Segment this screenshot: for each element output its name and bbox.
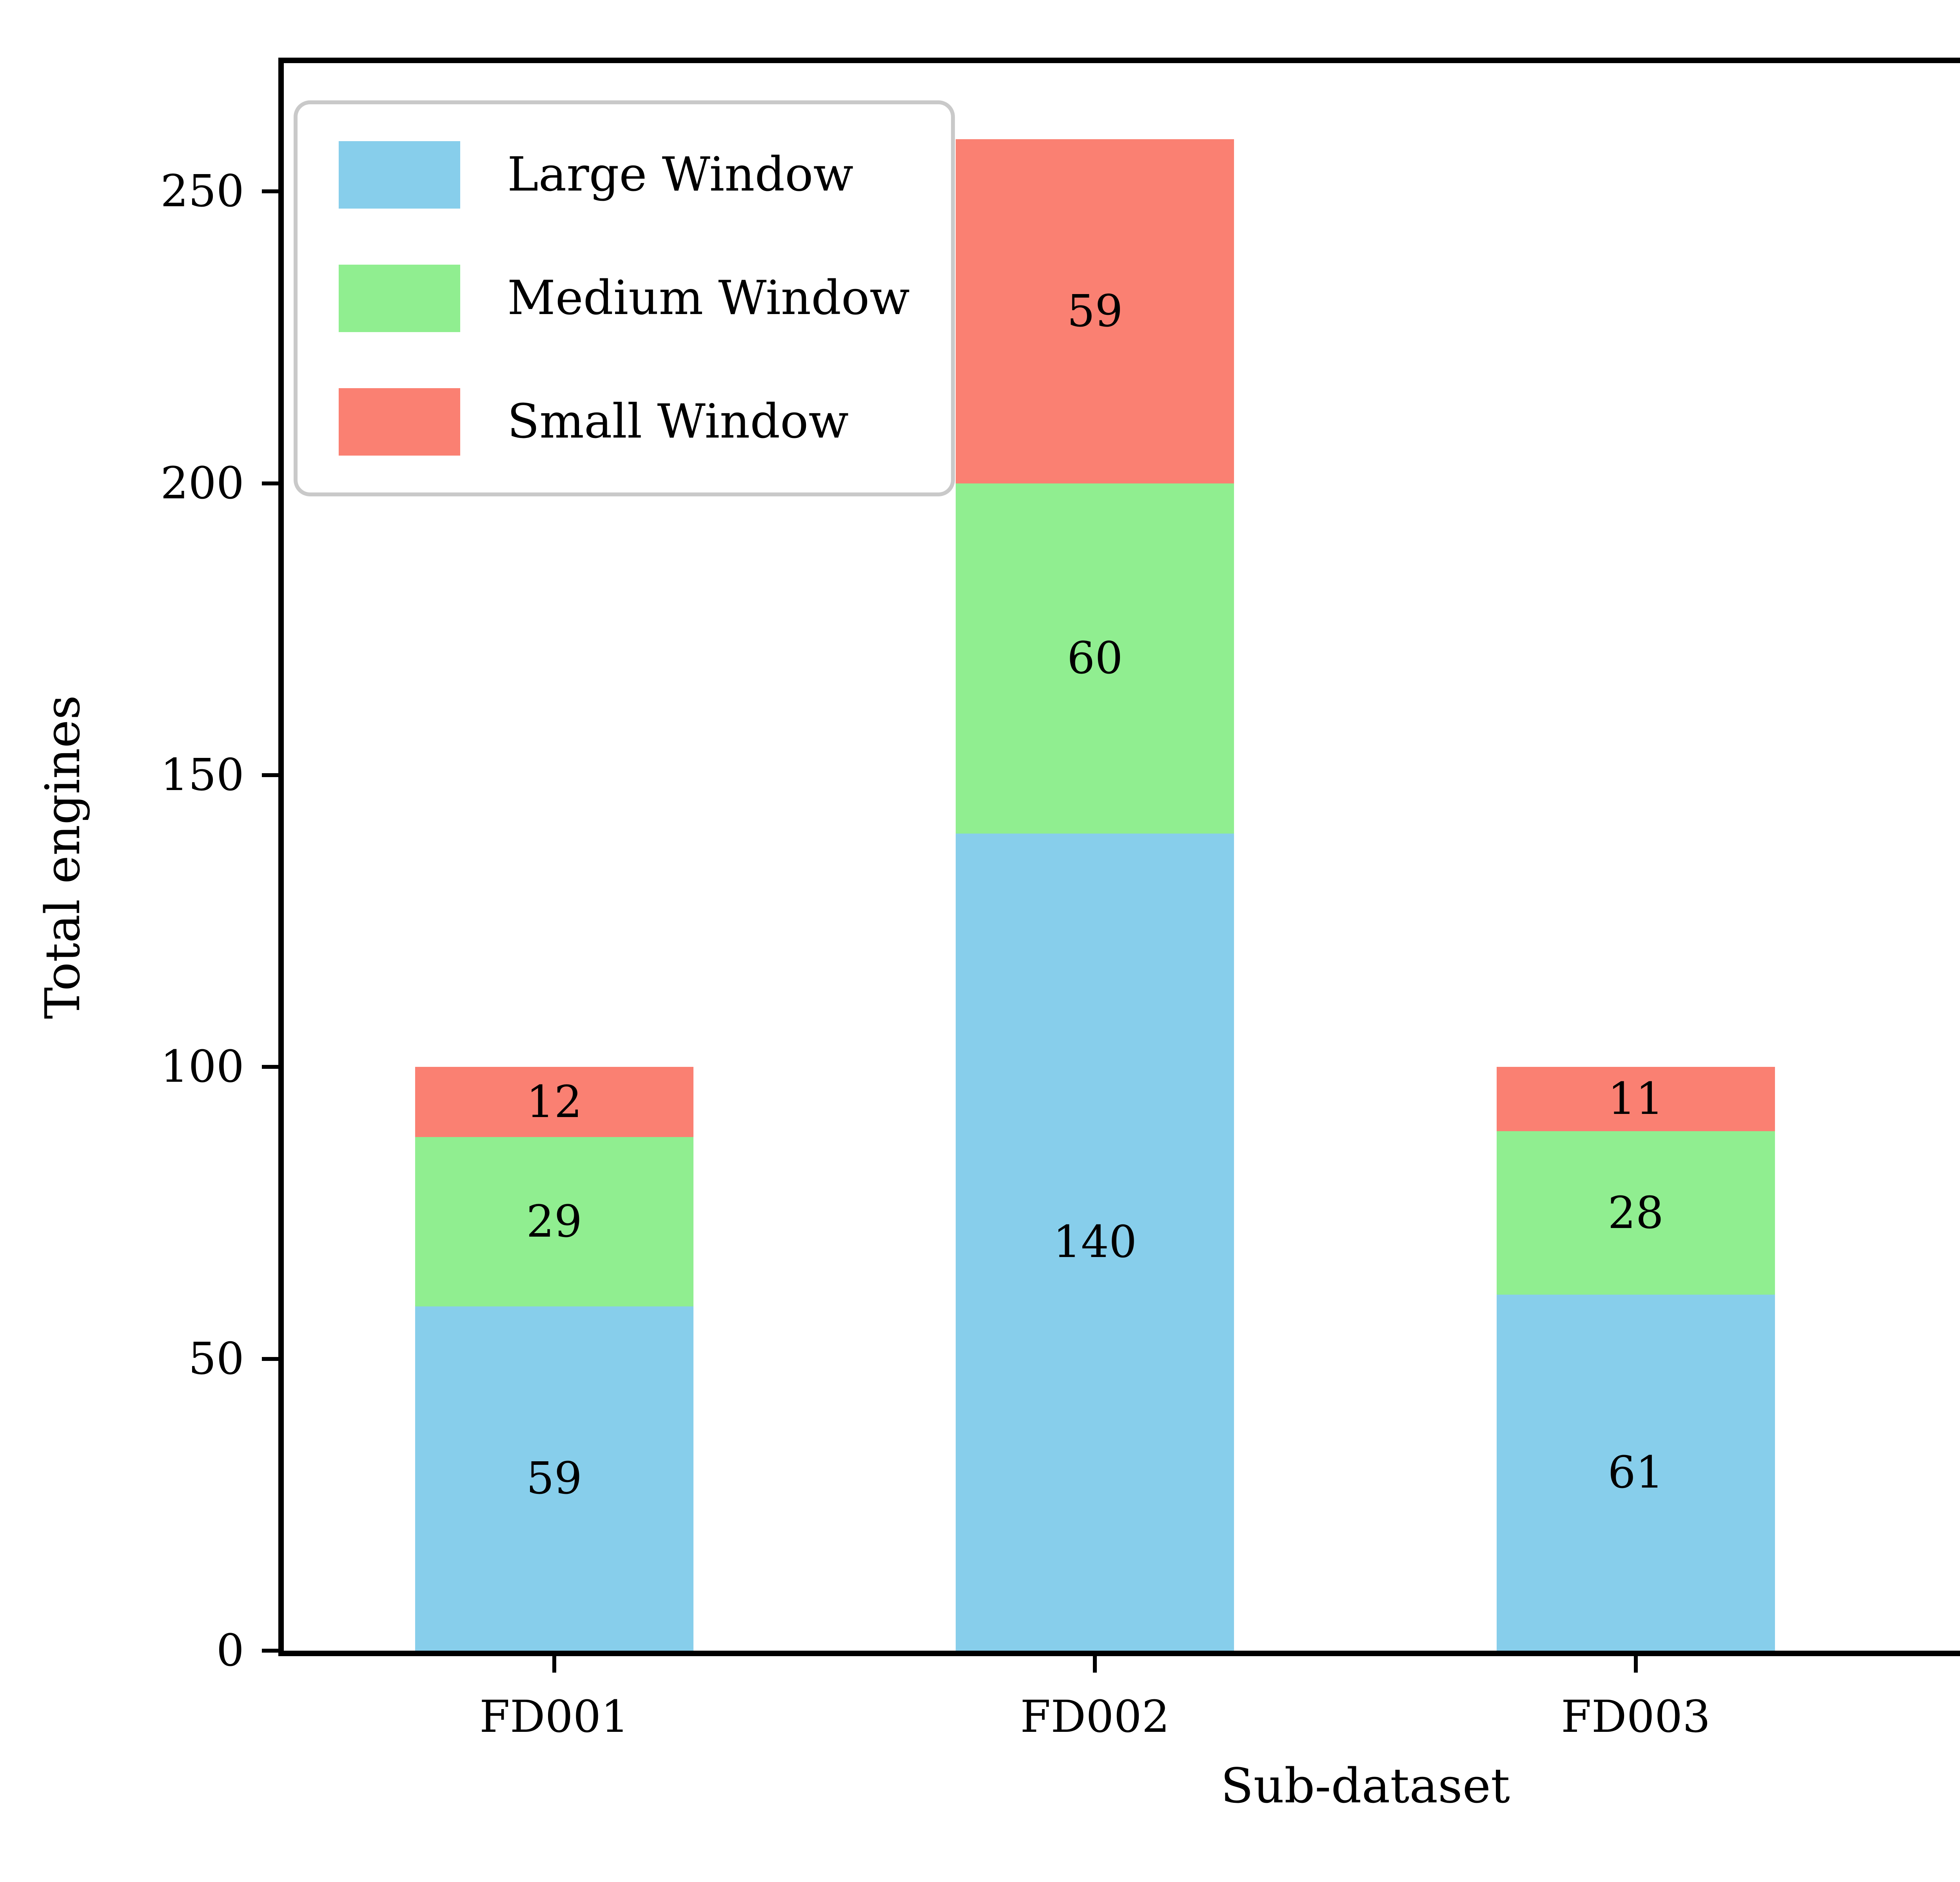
legend-row-medium-window: Medium Window — [339, 261, 910, 336]
bar-value-label: 60 — [1067, 633, 1123, 684]
y-tick-label: 100 — [160, 1041, 244, 1093]
y-tick-label: 150 — [160, 750, 244, 801]
x-tick-mark — [1633, 1656, 1638, 1673]
bar-value-label: 59 — [526, 1453, 582, 1504]
y-tick-label: 50 — [188, 1333, 244, 1384]
y-tick-mark — [262, 1357, 278, 1361]
bar-segment-large-window-FD003 — [1496, 1294, 1775, 1651]
bar-segment-small-window-FD003 — [1496, 1067, 1775, 1132]
y-tick-mark — [262, 1649, 278, 1653]
bar-value-label: 12 — [526, 1076, 582, 1128]
x-tick-label: FD001 — [479, 1691, 629, 1742]
bar-value-label: 28 — [1608, 1187, 1664, 1239]
legend-label: Large Window — [507, 147, 854, 202]
bar-value-label: 140 — [1053, 1216, 1137, 1268]
bar-segment-medium-window-FD002 — [956, 483, 1234, 834]
x-tick-mark — [552, 1656, 556, 1673]
legend-label: Medium Window — [507, 271, 910, 325]
y-axis-title: Total engines — [35, 695, 91, 1019]
bar-segment-large-window-FD001 — [415, 1306, 693, 1651]
bar-segment-medium-window-FD001 — [415, 1137, 693, 1306]
plot-area: 59291214060596128111555241 — [278, 58, 1960, 1656]
legend-swatch-icon — [339, 388, 460, 456]
legend-row-small-window: Small Window — [339, 385, 910, 459]
legend-row-large-window: Large Window — [339, 138, 910, 212]
y-tick-label: 250 — [160, 166, 244, 217]
y-tick-mark — [262, 773, 278, 778]
x-tick-mark — [1093, 1656, 1097, 1673]
bar-segment-large-window-FD002 — [956, 833, 1234, 1651]
bar-value-label: 29 — [526, 1196, 582, 1247]
y-tick-label: 200 — [160, 458, 244, 509]
bar-segment-small-window-FD002 — [956, 139, 1234, 483]
y-tick-mark — [262, 1065, 278, 1069]
y-tick-mark — [262, 481, 278, 485]
bar-value-label: 59 — [1067, 285, 1123, 337]
bar-value-label: 11 — [1608, 1074, 1664, 1125]
y-tick-mark — [262, 189, 278, 194]
x-tick-label: FD002 — [1020, 1691, 1170, 1742]
x-axis-title: Sub-dataset — [1221, 1758, 1510, 1814]
bar-value-label: 61 — [1608, 1447, 1664, 1498]
legend: Large Window Medium Window Small Window — [294, 100, 955, 496]
x-tick-label: FD003 — [1561, 1691, 1711, 1742]
bar-segment-small-window-FD001 — [415, 1067, 693, 1137]
legend-swatch-icon — [339, 265, 460, 332]
y-tick-label: 0 — [216, 1625, 244, 1676]
bar-segment-medium-window-FD003 — [1496, 1131, 1775, 1295]
legend-swatch-icon — [339, 141, 460, 209]
legend-label: Small Window — [507, 394, 849, 449]
